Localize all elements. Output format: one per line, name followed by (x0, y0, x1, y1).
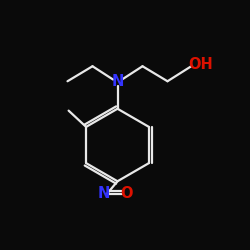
Text: OH: OH (188, 57, 213, 72)
Text: O: O (120, 186, 132, 201)
Text: N: N (111, 74, 124, 89)
Text: N: N (98, 186, 110, 201)
